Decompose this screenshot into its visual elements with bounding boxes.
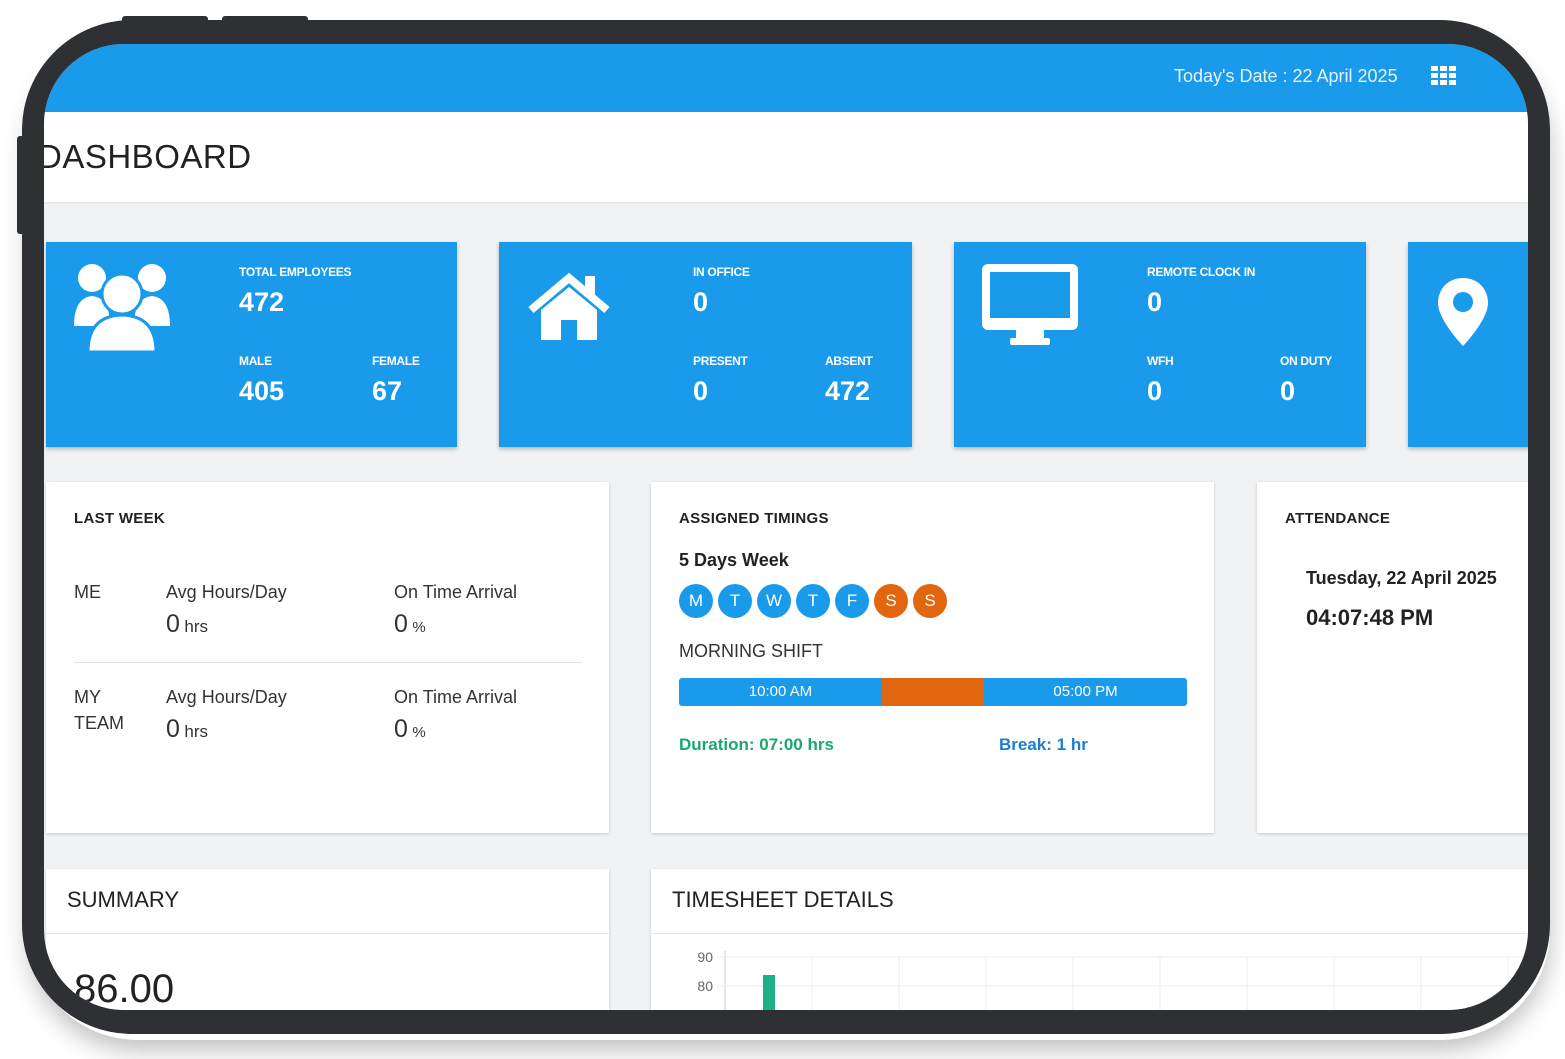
assigned-timings-title: ASSIGNED TIMINGS <box>679 510 829 527</box>
me-avg-hours-number: 0 <box>166 610 180 638</box>
team-on-time-label: On Time Arrival <box>394 687 518 707</box>
last-week-panel: LAST WEEK ME Avg Hours/Day 0 hrs On Time… <box>46 482 609 833</box>
me-on-time-number: 0 <box>394 610 408 638</box>
timesheet-divider <box>651 933 1528 934</box>
team-avg-hours-unit: hrs <box>184 722 208 741</box>
day-badge-saturday: S <box>874 584 908 618</box>
day-badge-thursday: T <box>796 584 830 618</box>
team-avg-hours-number: 0 <box>166 715 180 743</box>
me-avg-hours-label: Avg Hours/Day <box>166 582 287 602</box>
shift-start-segment: 10:00 AM <box>679 678 882 706</box>
shift-name: MORNING SHIFT <box>679 641 823 661</box>
my-team-label-line1: MY <box>74 687 101 707</box>
shift-end-segment: 05:00 PM <box>984 678 1187 706</box>
remote-clock-in-label: REMOTE CLOCK IN <box>1147 265 1256 279</box>
me-avg-hours-value: 0 hrs <box>166 610 208 639</box>
top-bar: Today's Date : 22 April 2025 <box>44 44 1528 112</box>
chart-bar <box>763 975 775 1010</box>
tablet-screen: Today's Date : 22 April 2025 DASHBOARD T… <box>44 44 1528 1010</box>
home-icon <box>528 272 610 340</box>
attendance-title: ATTENDANCE <box>1285 510 1391 527</box>
monitor-icon <box>982 264 1078 345</box>
remote-clock-in-card[interactable]: REMOTE CLOCK IN 0 WFH 0 ON DUTY 0 <box>954 242 1366 447</box>
y-tick-90: 90 <box>697 949 713 965</box>
wfh-value: 0 <box>1147 376 1163 406</box>
total-employees-label: TOTAL EMPLOYEES <box>239 265 352 279</box>
team-avg-hours-value: 0 hrs <box>166 715 208 744</box>
day-badge-wednesday: W <box>757 584 791 618</box>
summary-panel: SUMMARY 86.00 <box>46 869 609 1010</box>
present-value: 0 <box>693 376 709 406</box>
attendance-date: Tuesday, 22 April 2025 <box>1306 568 1497 588</box>
on-duty-label: ON DUTY <box>1280 354 1332 368</box>
day-badge-monday: M <box>679 584 713 618</box>
menu-icon[interactable] <box>44 70 54 86</box>
day-badge-friday: F <box>835 584 869 618</box>
female-value: 67 <box>372 376 403 406</box>
wfh-label: WFH <box>1147 354 1174 368</box>
shift-timeline-bar: 10:00 AM 05:00 PM <box>679 678 1187 706</box>
summary-divider <box>46 933 609 934</box>
shift-break-segment <box>882 678 984 706</box>
total-employees-value: 472 <box>239 287 285 317</box>
users-icon <box>74 264 170 354</box>
absent-value: 472 <box>825 376 871 406</box>
team-on-time-value: 0 % <box>394 715 426 744</box>
timesheet-title: TIMESHEET DETAILS <box>672 887 894 912</box>
attendance-panel: ATTENDANCE Tuesday, 22 April 2025 04:07:… <box>1257 482 1528 833</box>
in-office-value: 0 <box>693 287 709 317</box>
day-badge-tuesday: T <box>718 584 752 618</box>
last-week-title: LAST WEEK <box>74 510 166 527</box>
my-team-label-line2: TEAM <box>74 713 125 733</box>
me-label: ME <box>74 582 101 602</box>
team-avg-hours-label: Avg Hours/Day <box>166 687 287 707</box>
location-card[interactable] <box>1408 242 1528 447</box>
power-icon[interactable] <box>1517 68 1527 86</box>
remote-clock-in-value: 0 <box>1147 287 1163 317</box>
on-duty-value: 0 <box>1280 376 1296 406</box>
attendance-time: 04:07:48 PM <box>1306 605 1434 630</box>
absent-label: ABSENT <box>825 354 873 368</box>
location-pin-icon <box>1438 278 1488 346</box>
page-title: DASHBOARD <box>44 138 252 175</box>
female-label: FEMALE <box>372 354 420 368</box>
me-on-time-label: On Time Arrival <box>394 582 518 602</box>
team-on-time-unit: % <box>412 724 426 741</box>
male-value: 405 <box>239 376 285 406</box>
day-badge-sunday: S <box>913 584 947 618</box>
tablet-button-side <box>17 136 25 234</box>
in-office-label: IN OFFICE <box>693 265 750 279</box>
male-label: MALE <box>239 354 272 368</box>
total-employees-card[interactable]: TOTAL EMPLOYEES 472 MALE 405 FEMALE 67 <box>46 242 457 447</box>
y-tick-80: 80 <box>697 978 713 994</box>
me-on-time-unit: % <box>412 619 426 636</box>
summary-value: 86.00 <box>74 967 175 1010</box>
break: Break: 1 hr <box>999 735 1088 754</box>
in-office-card[interactable]: IN OFFICE 0 PRESENT 0 ABSENT 472 <box>499 242 912 447</box>
present-label: PRESENT <box>693 354 748 368</box>
summary-title: SUMMARY <box>67 887 180 912</box>
divider <box>74 662 582 663</box>
timesheet-chart: 90 80 <box>697 949 1528 1010</box>
apps-grid-icon[interactable] <box>1431 66 1457 86</box>
page-header: DASHBOARD <box>44 112 1528 202</box>
timesheet-panel: TIMESHEET DETAILS 90 80 <box>651 869 1528 1010</box>
me-avg-hours-unit: hrs <box>184 617 208 636</box>
today-date: Today's Date : 22 April 2025 <box>1174 66 1398 86</box>
duration: Duration: 07:00 hrs <box>679 735 834 754</box>
team-on-time-number: 0 <box>394 715 408 743</box>
week-type: 5 Days Week <box>679 550 789 570</box>
me-on-time-value: 0 % <box>394 610 426 639</box>
assigned-timings-panel: ASSIGNED TIMINGS 5 Days Week MORNING SHI… <box>651 482 1214 833</box>
